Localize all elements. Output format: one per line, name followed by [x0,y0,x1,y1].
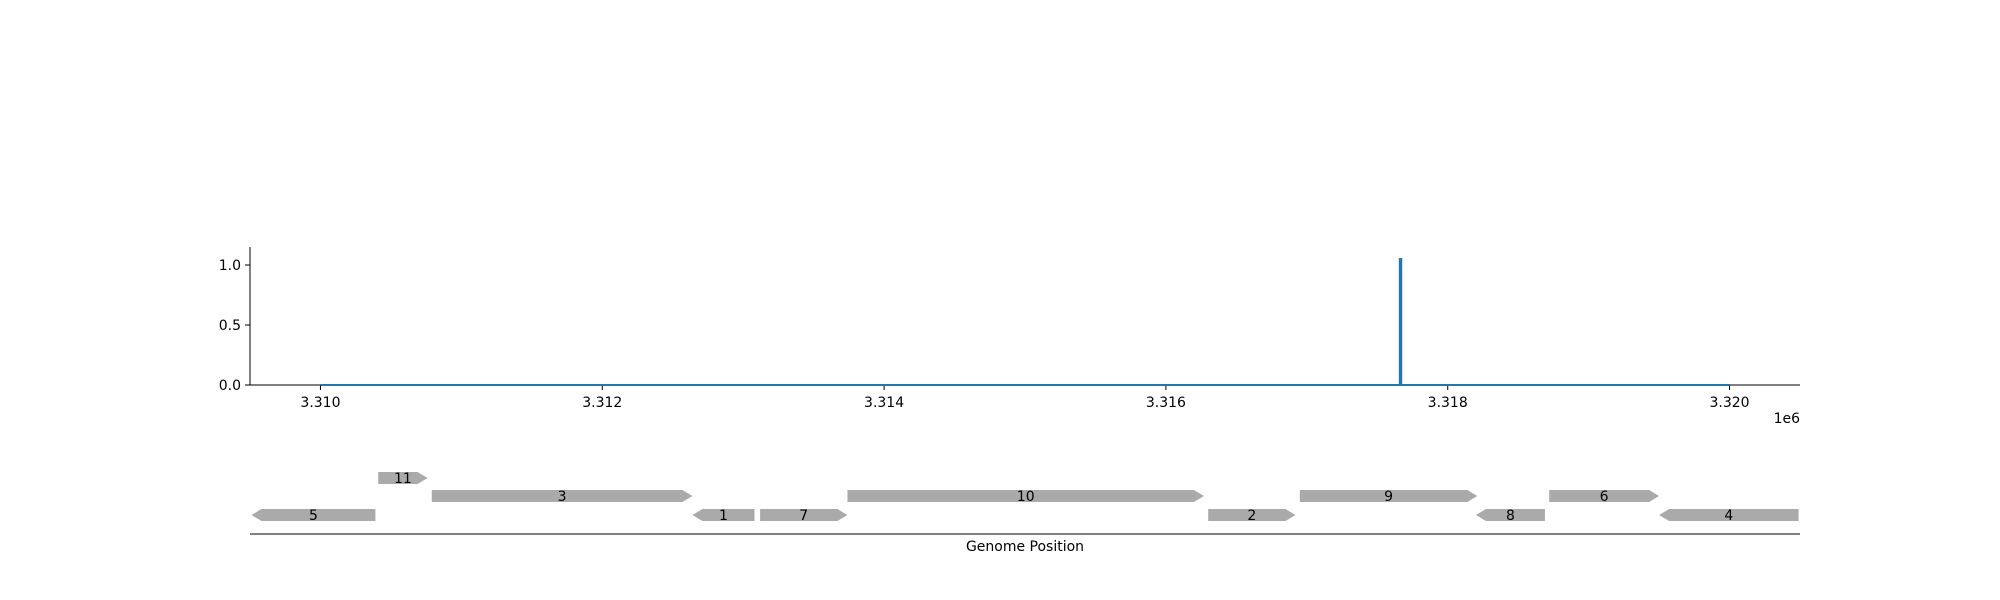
gene-label: 5 [309,508,318,524]
x-tick-label: 3.312 [582,395,622,411]
x-tick-label: 3.318 [1428,395,1468,411]
gene-arrow [378,472,428,484]
gene-label: 7 [799,508,808,524]
gene-arrow [760,509,848,521]
gene-arrow [1475,509,1545,521]
series-line [320,258,1730,386]
gene-label: 10 [1017,489,1035,505]
y-tick-label: 0.5 [219,318,241,334]
gene-label: 8 [1506,508,1515,524]
gene-label: 2 [1247,508,1256,524]
gene-label: 11 [394,471,412,487]
x-tick-label: 3.320 [1709,395,1749,411]
gene-arrow [1208,509,1296,521]
gene-arrow [1659,509,1799,521]
y-axis-ticks: 0.0 0.5 1.0 [219,258,250,394]
gene-label: 4 [1724,508,1733,524]
gene-label: 3 [558,489,567,505]
gene-arrow [1549,490,1660,502]
x-tick-label: 3.316 [1146,395,1186,411]
gene-layer: 11 3 5 1 7 10 2 9 8 6 4 [251,471,1799,524]
gene-label: 6 [1600,489,1609,505]
gene-arrow [251,509,376,521]
gene-arrow [1299,490,1478,502]
gene-arrow [847,490,1204,502]
gene-label: 9 [1384,489,1393,505]
x-axis-label: Genome Position [966,539,1084,555]
x-tick-label: 3.314 [864,395,904,411]
coverage-panel: 0.0 0.5 1.0 3.310 3.312 3.314 3.316 3.318 3.320… [219,247,1800,427]
series-layer [320,258,1730,386]
y-tick-label: 1.0 [219,258,241,274]
y-tick-label: 0.0 [219,378,241,394]
x-axis-ticks: 3.310 3.312 3.314 3.316 3.318 3.320 [300,385,1750,411]
x-axis-offset-label: 1e6 [1774,411,1801,427]
gene-arrow [692,509,755,521]
gene-label: 1 [719,508,728,524]
gene-arrow [431,490,693,502]
gene-panel: 11 3 5 1 7 10 2 9 8 6 4 Genome Position [250,471,1800,555]
x-tick-label: 3.310 [300,395,340,411]
